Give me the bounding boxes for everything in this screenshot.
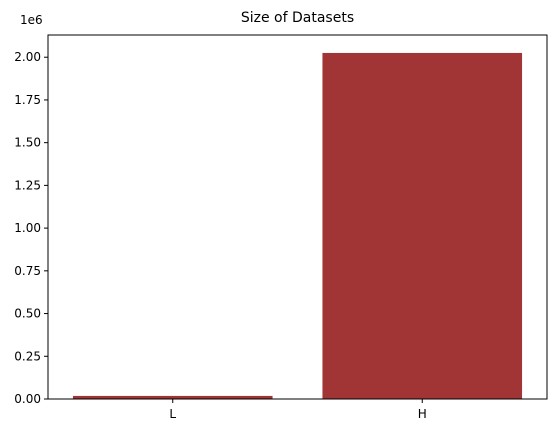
y-tick-label: 1.75 — [14, 93, 41, 107]
y-axis-scale-label: 1e6 — [20, 13, 43, 27]
bars — [72, 52, 523, 399]
y-axis-ticks: 0.00 0.25 0.50 0.75 1.00 1.25 1.50 1.75 2.00 — [14, 50, 48, 406]
y-tick-label: 0.50 — [14, 307, 41, 321]
y-tick-label: 0.75 — [14, 264, 41, 278]
x-tick-label: H — [418, 407, 427, 421]
bar-h — [322, 52, 523, 399]
plot-frame — [47, 34, 548, 400]
y-tick-label: 2.00 — [14, 50, 41, 64]
bar-l — [72, 395, 273, 399]
chart-title: Size of Datasets — [241, 10, 354, 26]
y-tick-label: 0.25 — [14, 349, 41, 363]
y-tick-label: 0.00 — [14, 392, 41, 406]
x-tick-label: L — [169, 407, 176, 421]
y-tick-label: 1.00 — [14, 221, 41, 235]
y-tick-label: 1.50 — [14, 136, 41, 150]
y-tick-label: 1.25 — [14, 178, 41, 192]
